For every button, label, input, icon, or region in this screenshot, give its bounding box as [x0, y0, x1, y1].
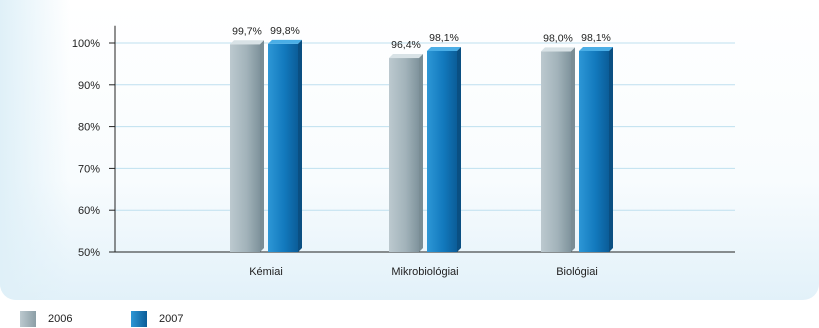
bar-2007-kémiai-side: [298, 39, 302, 252]
bar-2006-mikrobiológiai: [389, 54, 423, 252]
bar-2007-mikrobiológiai-side: [457, 46, 461, 252]
bar-2006-kémiai-front: [230, 44, 260, 253]
bar-2007-kémiai-top: [268, 39, 302, 44]
data-label-2007-mikrobiológiai: 98,1%: [429, 32, 459, 44]
data-label-2006-kémiai: 99,7%: [232, 25, 262, 37]
bar-2007-kémiai-front: [268, 43, 298, 252]
bar-2006-kémiai-side: [260, 40, 264, 253]
x-category-label: Mikrobiológiai: [391, 266, 458, 278]
bar-2006-mikrobiológiai-top: [389, 54, 423, 59]
data-label-2006-biológiai: 98,0%: [543, 32, 573, 44]
y-tick-label: 60%: [78, 205, 100, 217]
x-category-label: Biológiai: [556, 266, 598, 278]
bar-2007-biológiai-side: [609, 46, 613, 252]
x-category-label: Kémiai: [249, 266, 283, 278]
bar-2006-biológiai-top: [541, 47, 575, 52]
legend-label-2006: 2006: [48, 313, 73, 325]
y-tick-label: 90%: [78, 80, 100, 92]
bar-2007-mikrobiológiai-top: [427, 46, 461, 51]
panel-shading: [0, 0, 70, 300]
bar-2006-biológiai: [541, 47, 575, 252]
legend-item-2006: 2006: [20, 311, 72, 327]
bar-chart: 50% 60% 70% 80% 90% 100% 99,7% 99,8% Kémiai 96,4%…: [72, 25, 735, 278]
bar-2007-mikrobiológiai: [427, 46, 461, 252]
bar-2007-kémiai: [268, 39, 302, 252]
bar-2007-biológiai-top: [579, 46, 613, 51]
bar-2006-biológiai-front: [541, 51, 571, 252]
y-tick-label: 50%: [78, 247, 100, 259]
bar-2006-kémiai-top: [230, 40, 264, 45]
data-label-2007-kémiai: 99,8%: [270, 25, 300, 37]
y-tick-label: 70%: [78, 163, 100, 175]
bar-2007-biológiai-front: [579, 50, 609, 252]
legend-label-2007: 2007: [159, 313, 184, 325]
bar-2007-mikrobiológiai-front: [427, 50, 457, 252]
bar-2006-kémiai: [230, 40, 264, 253]
bar-2006-biológiai-side: [571, 47, 575, 252]
bar-2006-mikrobiológiai-side: [419, 54, 423, 252]
bar-2006-mikrobiológiai-front: [389, 58, 419, 252]
legend-swatch-2007: [131, 311, 147, 327]
data-label-2007-biológiai: 98,1%: [581, 32, 611, 44]
y-tick-label: 80%: [78, 122, 100, 134]
bar-2007-biológiai: [579, 46, 613, 252]
legend-swatch-2006: [20, 311, 36, 327]
data-label-2006-mikrobiológiai: 96,4%: [391, 39, 421, 51]
y-tick-label: 100%: [72, 38, 100, 50]
legend-item-2007: 2007: [131, 311, 183, 327]
